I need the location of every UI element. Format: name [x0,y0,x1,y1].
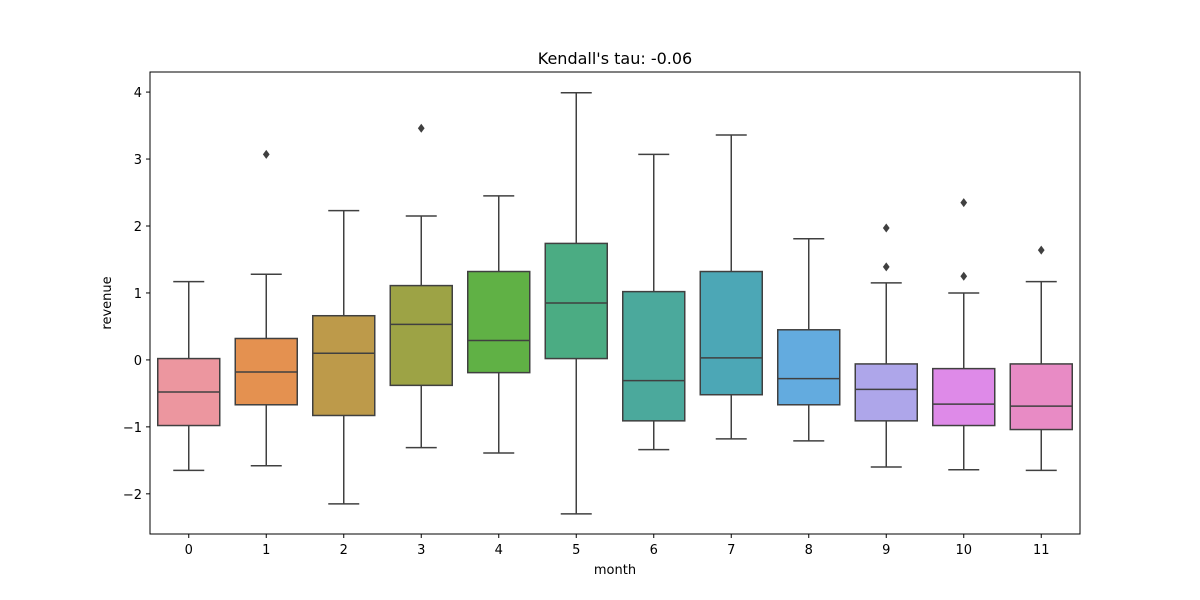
iqr-box [932,367,996,427]
y-tick-label: 1 [134,287,142,302]
y-tick-label: 2 [134,220,142,235]
outlier-point [1037,245,1045,255]
x-tick-label: 5 [572,543,580,558]
box-group-month-6 [622,153,686,451]
iqr-box [699,270,763,396]
y-tick-label: −1 [123,421,142,436]
x-tick-label: 2 [340,543,348,558]
y-axis-title: revenue [100,276,115,329]
x-tick-label: 7 [727,543,735,558]
iqr-box [312,314,376,417]
box-group-month-2 [312,209,376,505]
iqr-box [1009,363,1073,431]
outlier-point [882,262,890,272]
x-tick-label: 10 [955,543,972,558]
box-group-month-1 [234,149,298,467]
iqr-box [389,284,453,387]
box-group-month-4 [467,195,531,454]
x-tick-label: 11 [1033,543,1050,558]
y-tick-label: 4 [134,86,142,101]
box-group-month-11 [1009,245,1073,472]
x-tick-label: 1 [262,543,270,558]
box-group-month-9 [854,223,918,468]
iqr-box [622,290,686,422]
box-group-month-8 [777,237,841,442]
x-tick-label: 9 [882,543,890,558]
chart-title: Kendall's tau: -0.06 [538,49,692,68]
iqr-box [467,270,531,374]
x-axis-title: month [594,563,636,578]
box-group-month-7 [699,134,763,440]
plot-frame [149,71,1081,535]
outlier-point [417,123,425,133]
outlier-point [960,271,968,281]
x-tick-label: 6 [650,543,658,558]
outlier-point [960,198,968,208]
x-tick-label: 4 [495,543,503,558]
y-tick-label: −2 [123,488,142,503]
iqr-box [777,329,841,406]
box-group-month-0 [157,280,221,472]
y-tick-label: 3 [134,153,142,168]
x-tick-label: 0 [185,543,193,558]
y-tick-label: 0 [134,354,142,369]
x-tick-label: 3 [417,543,425,558]
iqr-box [854,363,918,422]
iqr-box [544,242,608,360]
box-group-month-10 [932,198,996,471]
x-tick-label: 8 [805,543,813,558]
box-group-month-5 [544,92,608,515]
outlier-point [262,149,270,159]
outlier-point [882,223,890,233]
box-group-month-3 [389,123,453,449]
plot-area [157,92,1073,515]
